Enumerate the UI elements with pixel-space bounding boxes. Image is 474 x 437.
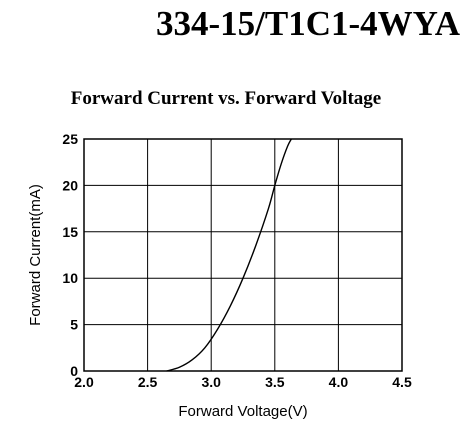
y-tick-labels: 0 5 10 15 20 25: [62, 131, 78, 379]
x-tick-label: 4.5: [392, 374, 412, 390]
x-tick-label: 3.5: [265, 374, 285, 390]
x-tick-labels: 2.0 2.5 3.0 3.5 4.0 4.5: [74, 374, 412, 390]
chart-title: Forward Current vs. Forward Voltage: [71, 88, 381, 109]
y-tick-label: 25: [62, 131, 78, 147]
plot-frame: [83, 138, 403, 372]
x-tick-label: 2.5: [138, 374, 158, 390]
series-line: [166, 138, 292, 372]
grid-lines: [84, 139, 402, 371]
y-tick-label: 20: [62, 177, 78, 193]
y-tick-label: 5: [70, 317, 78, 333]
part-number-title: 334-15/T1C1-4WYA: [156, 4, 460, 43]
x-axis-label: Forward Voltage(V): [178, 403, 307, 420]
y-tick-label: 10: [62, 270, 78, 286]
y-tick-label: 0: [70, 363, 78, 379]
y-tick-label: 15: [62, 224, 78, 240]
x-tick-label: 2.0: [74, 374, 94, 390]
series-curves: [166, 138, 292, 372]
x-tick-label: 3.0: [201, 374, 221, 390]
y-axis-label: Forward Current(mA): [27, 184, 44, 326]
x-tick-label: 4.0: [329, 374, 349, 390]
